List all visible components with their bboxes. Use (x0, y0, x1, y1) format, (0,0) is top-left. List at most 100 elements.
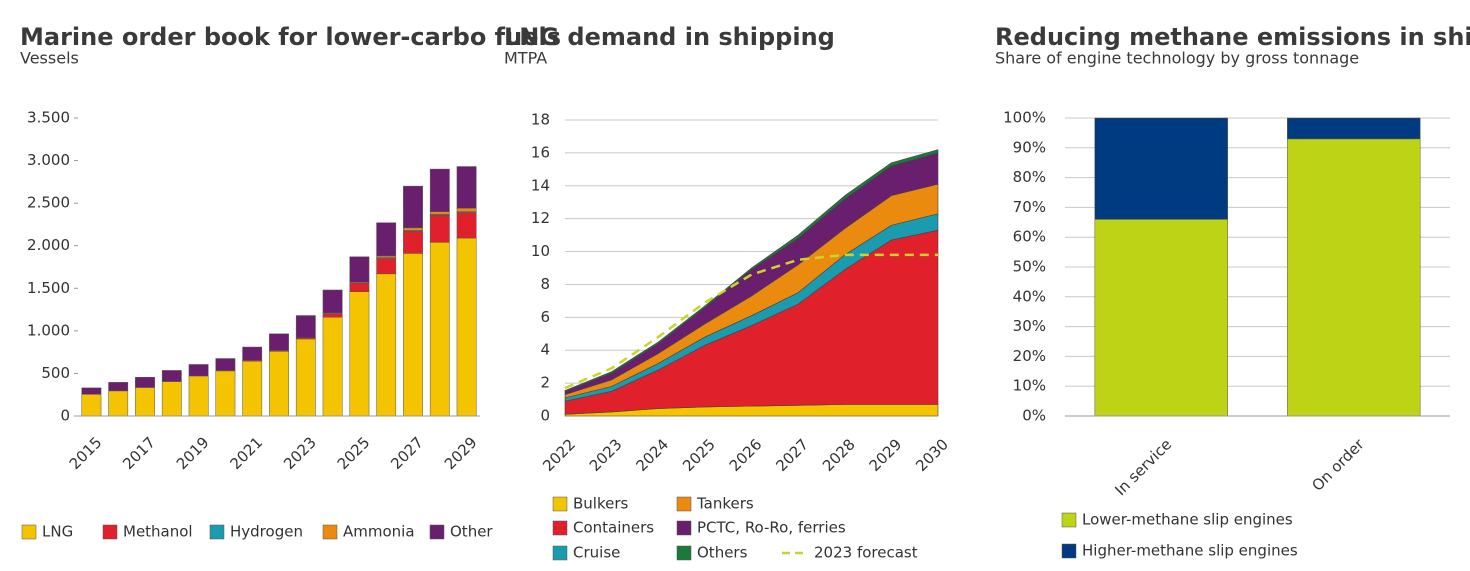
legend-label: PCTC, Ro-Ro, ferries (697, 519, 846, 537)
y-tick-label: 6 (540, 308, 550, 326)
y-tick-label: 40% (1013, 287, 1046, 305)
y-tick-label: 0% (1022, 407, 1046, 425)
bar-segment (429, 211, 450, 215)
bar-segment (161, 370, 182, 382)
bar-segment (215, 358, 236, 371)
y-tick-label: 12 (531, 209, 550, 227)
legend-swatch (21, 524, 37, 540)
y-tick-label: 14 (531, 176, 550, 194)
legend-label: Methanol (123, 523, 193, 541)
legend-swatch (429, 524, 445, 540)
y-tick-label: 4 (540, 341, 550, 359)
x-tick-label: 2024 (633, 435, 673, 475)
legend-label: Ammonia (343, 523, 415, 541)
y-tick-label: 0 (540, 407, 550, 425)
x-tick-label: 2015 (66, 433, 106, 473)
chart-title: Marine order book for lower-carbo fuels (20, 23, 561, 51)
bar-segment (1287, 117, 1421, 140)
bar-segment (456, 166, 477, 209)
bar-segment (403, 227, 423, 231)
y-tick-label: 80% (1013, 168, 1046, 186)
bar-segment (161, 381, 182, 417)
legend-swatch (322, 524, 338, 540)
x-tick-label: 2023 (280, 433, 320, 473)
y-tick-label: 3.000 (27, 151, 70, 169)
bar-segment (403, 185, 423, 229)
bar-segment (81, 394, 102, 417)
bar-segment (429, 168, 450, 212)
bar-segment (429, 242, 450, 417)
bar-segment (269, 333, 289, 351)
bar-segment (456, 212, 477, 239)
bar-segment (403, 253, 423, 417)
legend-swatch (552, 520, 568, 536)
bar-segment (188, 375, 209, 417)
bar-segment (376, 222, 397, 257)
y-tick-label: 60% (1013, 228, 1046, 246)
y-tick-label: 90% (1013, 138, 1046, 156)
bar-segment (349, 282, 370, 292)
y-tick-label: 18 (531, 111, 550, 129)
x-tick-label: In service (1111, 435, 1175, 499)
area (564, 149, 939, 392)
bar-segment (215, 370, 236, 417)
legend-swatch (102, 524, 118, 540)
x-tick-label: 2017 (119, 433, 159, 473)
legend-label: Bulkers (573, 495, 629, 513)
bar-segment (322, 313, 343, 318)
bar-segment (135, 387, 155, 417)
legend-label: Cruise (573, 544, 620, 562)
bar-segment (322, 316, 343, 417)
x-tick-label: 2022 (539, 435, 579, 475)
bar-segment (1094, 219, 1228, 417)
legend-label: Other (450, 523, 493, 541)
x-tick-label: 2025 (679, 435, 719, 475)
legend-label: Containers (573, 519, 654, 537)
bar-segment (81, 387, 102, 395)
y-tick-label: 70% (1013, 198, 1046, 216)
legend-swatch (676, 496, 692, 512)
x-tick-label: On order (1308, 435, 1368, 495)
legend-swatch (1061, 512, 1077, 528)
bar-segment (135, 377, 155, 388)
x-tick-label: 2027 (387, 433, 427, 473)
chart-title: LNG demand in shipping (504, 23, 835, 51)
bar-segment (295, 338, 316, 417)
bar-segment (242, 360, 263, 417)
bar-segment (376, 273, 397, 417)
x-tick-label: 2021 (226, 433, 266, 473)
y-tick-label: 10 (531, 242, 550, 260)
y-tick-label: 20% (1013, 347, 1046, 365)
legend-label: Higher-methane slip engines (1082, 542, 1298, 560)
legend-swatch (676, 545, 692, 561)
legend-label: Tankers (696, 495, 754, 513)
chart-subtitle: Share of engine technology by gross tonn… (995, 49, 1359, 68)
bar-segment (429, 214, 450, 243)
chart-subtitle: MTPA (504, 49, 547, 68)
y-tick-label: 2.000 (27, 236, 70, 254)
bar-segment (108, 390, 129, 417)
legend-swatch (209, 524, 225, 540)
y-tick-label: 10% (1013, 377, 1046, 395)
bar-segment (269, 351, 289, 417)
x-tick-label: 2030 (912, 435, 952, 475)
chart-subtitle: Vessels (20, 49, 79, 68)
legend-swatch (552, 496, 568, 512)
legend-swatch (676, 520, 692, 536)
legend-swatch (552, 545, 568, 561)
bar-segment (456, 208, 477, 212)
legend-label: Others (697, 544, 748, 562)
y-tick-label: 500 (41, 364, 70, 382)
legend-label: 2023 forecast (814, 544, 918, 562)
bar-segment (322, 289, 343, 314)
y-tick-label: 50% (1013, 258, 1046, 276)
bar-segment (242, 346, 263, 361)
y-tick-label: 30% (1013, 317, 1046, 335)
x-tick-label: 2026 (726, 435, 766, 475)
y-tick-label: 16 (531, 143, 550, 161)
x-tick-label: 2019 (173, 433, 213, 473)
bar-segment (188, 364, 209, 377)
bar-segment (403, 230, 423, 254)
bar-segment (376, 258, 397, 275)
